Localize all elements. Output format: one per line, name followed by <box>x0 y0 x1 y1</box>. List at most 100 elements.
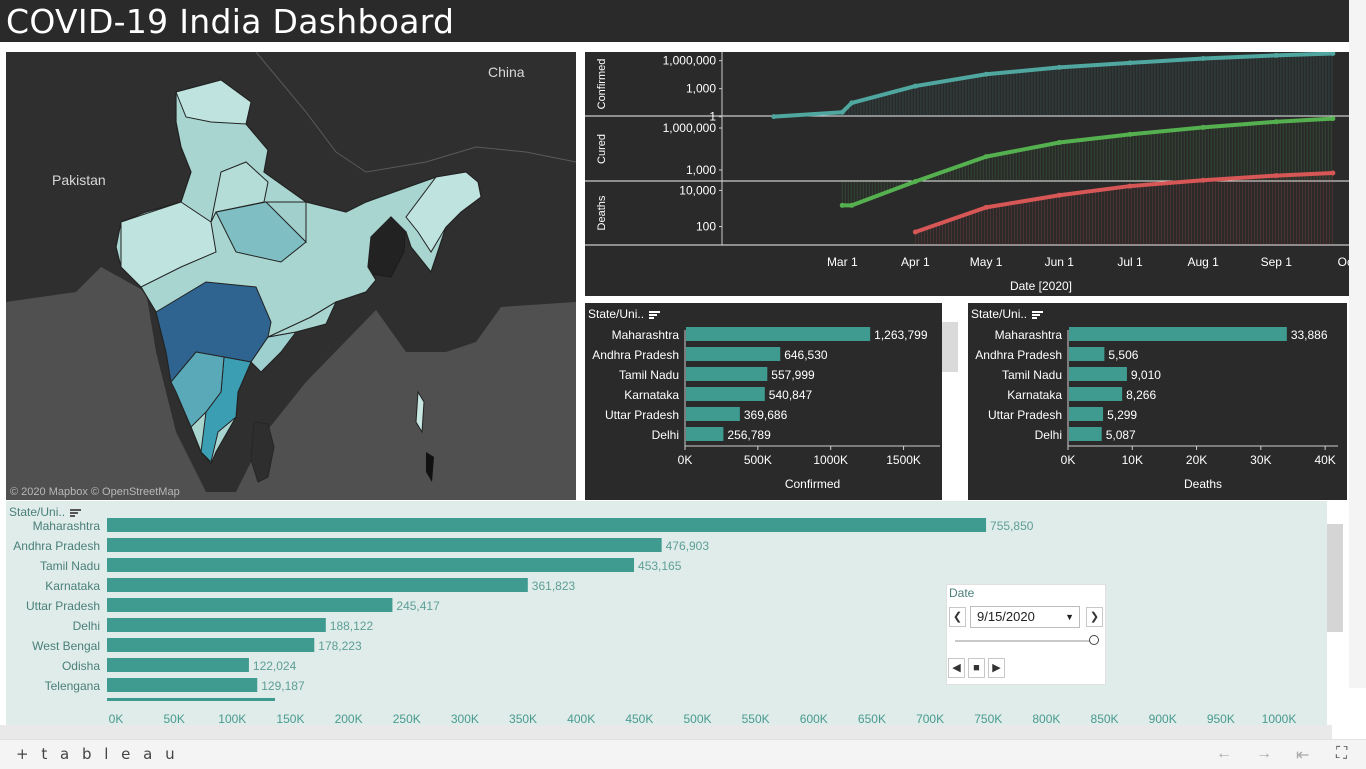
horizontal-scrollbar[interactable] <box>0 725 1332 739</box>
active-bar-chart[interactable]: State/Uni.. Maharashtra 755,850 Andhra Pra… <box>6 501 1327 725</box>
date-value: 9/15/2020 <box>977 609 1035 624</box>
deaths-chart-header[interactable]: State/Uni.. <box>971 307 1044 321</box>
sort-icon[interactable] <box>70 508 82 518</box>
bar <box>107 538 662 552</box>
series-point <box>849 202 855 208</box>
vertical-scrollbar[interactable] <box>1327 524 1343 632</box>
series-point <box>1056 64 1062 70</box>
map-label-china: China <box>488 64 525 80</box>
confirmed-bar-chart[interactable]: State/Uni.. Maharashtra 1,263,799 Andhra P… <box>585 303 942 500</box>
active-chart-header[interactable]: State/Uni.. <box>9 505 82 519</box>
bar <box>686 427 724 441</box>
bar <box>1069 427 1102 441</box>
x-tick-label: 20K <box>1186 453 1207 467</box>
active-header-label: State/Uni.. <box>9 505 66 519</box>
series-point <box>1273 52 1279 58</box>
play-back-button[interactable]: ◀ <box>948 658 965 678</box>
deaths-bars-svg[interactable]: Maharashtra 33,886 Andhra Pradesh 5,506 Tami… <box>968 303 1347 500</box>
series-point <box>912 179 918 185</box>
bar-value-label: 33,886 <box>1291 328 1328 342</box>
date-slider-track[interactable] <box>955 640 1095 642</box>
y-tick-label: 1 <box>709 110 716 124</box>
sort-icon[interactable] <box>649 310 661 320</box>
date-next-button[interactable]: ❯ <box>1086 607 1103 627</box>
bar <box>686 347 781 361</box>
x-tick-label: 30K <box>1250 453 1271 467</box>
bar <box>107 658 249 672</box>
sort-icon[interactable] <box>1032 310 1044 320</box>
deaths-bar-chart[interactable]: State/Uni.. Maharashtra 33,886 Andhra Prad… <box>968 303 1347 500</box>
x-tick-label: 1000K <box>1262 712 1297 725</box>
bar-value-label: 8,266 <box>1126 388 1156 402</box>
confirmed-bars-svg[interactable]: Maharashtra 1,263,799 Andhra Pradesh 646,53… <box>585 303 942 500</box>
play-forward-button[interactable]: ▶ <box>988 658 1005 678</box>
x-axis-title: Date [2020] <box>1010 279 1072 293</box>
bar-value-label: 540,847 <box>769 388 813 402</box>
series-point <box>1330 170 1336 176</box>
series-point <box>1127 131 1133 137</box>
confirmed-chart-header[interactable]: State/Uni.. <box>588 307 661 321</box>
dashboard-title: COVID-19 India Dashboard <box>6 2 455 41</box>
bar <box>1069 327 1287 341</box>
confirmed-scroll-stub[interactable] <box>942 322 958 372</box>
active-bars-svg[interactable]: Maharashtra 755,850 Andhra Pradesh 476,903 T… <box>6 501 1327 725</box>
series-point <box>1273 119 1279 125</box>
category-label: Delhi <box>652 428 679 442</box>
series-point <box>1330 52 1336 57</box>
bar <box>107 678 258 692</box>
fullscreen-icon[interactable]: ⛶ <box>1336 745 1348 762</box>
revert-icon[interactable]: ⇤ <box>1296 747 1310 764</box>
map-attribution[interactable]: © 2020 Mapbox © OpenStreetMap <box>10 486 180 498</box>
series-point <box>983 204 989 210</box>
x-tick-label: 650K <box>858 712 886 725</box>
stop-button[interactable]: ■ <box>968 658 985 678</box>
redo-icon[interactable]: → <box>1256 745 1272 762</box>
bar-value-label: 557,999 <box>771 368 815 382</box>
timeline-row-label: Cured <box>596 134 608 164</box>
date-slider-handle[interactable] <box>1089 635 1099 645</box>
category-label: Andhra Pradesh <box>975 348 1062 362</box>
x-tick-label: 800K <box>1032 712 1060 725</box>
tableau-logo[interactable]: + t a b l e a u <box>16 745 179 763</box>
category-label: Karnataka <box>1007 388 1062 402</box>
map-canvas[interactable] <box>6 52 576 500</box>
y-tick-label: 1,000,000 <box>663 121 717 135</box>
bar <box>686 407 740 421</box>
series-point <box>1056 192 1062 198</box>
x-tick-label: 150K <box>276 712 304 725</box>
date-filter[interactable]: Date ❮ 9/15/2020 ▼ ❯ ◀ ■ ▶ <box>946 584 1106 685</box>
bar <box>107 598 393 612</box>
page-scrollbar[interactable] <box>1349 0 1366 688</box>
y-tick-label: 1,000 <box>686 82 716 96</box>
category-label: Telengana <box>45 679 101 693</box>
x-tick-label: 850K <box>1091 712 1119 725</box>
india-map[interactable]: China Pakistan © 2020 Mapbox © OpenStree… <box>6 52 576 500</box>
axis-band <box>6 701 1327 725</box>
bar <box>686 367 768 381</box>
timeline-svg[interactable]: Confirmed 1,000,000 1,000 1 Cured 1,000,000 1,… <box>585 52 1349 296</box>
series-point <box>1200 124 1206 130</box>
x-tick-label: Aug 1 <box>1187 255 1219 269</box>
x-tick-label: 100K <box>218 712 246 725</box>
undo-icon[interactable]: ← <box>1216 745 1232 762</box>
date-select[interactable]: 9/15/2020 ▼ <box>970 606 1080 628</box>
category-label: Maharashtra <box>995 328 1063 342</box>
bar <box>107 518 987 532</box>
date-prev-button[interactable]: ❮ <box>949 607 966 627</box>
bar-value-label: 369,686 <box>744 408 788 422</box>
category-label: Delhi <box>73 619 100 633</box>
x-tick-label: 250K <box>393 712 421 725</box>
x-tick-label: Mar 1 <box>827 255 858 269</box>
category-label: Andhra Pradesh <box>13 539 100 553</box>
x-tick-label: 0K <box>678 453 693 467</box>
timeline-chart[interactable]: Confirmed 1,000,000 1,000 1 Cured 1,000,000 1,… <box>585 52 1349 296</box>
x-tick-label: 350K <box>509 712 537 725</box>
bar-value-label: 361,823 <box>532 579 576 593</box>
y-tick-label: 10,000 <box>679 183 716 197</box>
bar-value-label: 122,024 <box>253 659 297 673</box>
series-point <box>1127 183 1133 189</box>
date-filter-label: Date <box>949 586 975 600</box>
series-point <box>839 202 845 208</box>
bar-value-label: 5,506 <box>1108 348 1138 362</box>
category-label: Delhi <box>1035 428 1062 442</box>
